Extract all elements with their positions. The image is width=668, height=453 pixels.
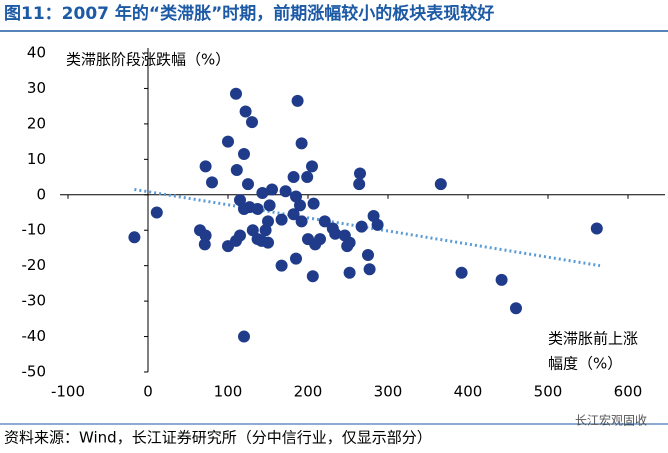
point xyxy=(295,215,308,228)
point xyxy=(318,215,331,228)
point xyxy=(363,263,376,276)
point xyxy=(329,227,342,240)
y-tick-label: -10 xyxy=(22,221,47,239)
point xyxy=(275,213,288,226)
point xyxy=(341,240,354,253)
point xyxy=(362,249,374,262)
y-tick-label: 10 xyxy=(27,150,46,168)
point xyxy=(434,178,447,191)
point xyxy=(238,330,250,343)
y-tick-label: -40 xyxy=(22,327,47,345)
point xyxy=(128,231,141,244)
point xyxy=(242,178,254,191)
point xyxy=(263,199,276,212)
point xyxy=(230,87,242,100)
point xyxy=(455,266,468,279)
point xyxy=(279,185,292,198)
point xyxy=(238,202,250,215)
x-tick-label: 100 xyxy=(214,383,243,401)
point xyxy=(275,259,288,272)
point xyxy=(307,197,320,210)
x-tick-label: 500 xyxy=(534,383,563,401)
point xyxy=(314,233,326,246)
point xyxy=(246,224,259,237)
y-tick-label: 40 xyxy=(27,44,46,62)
y-tick-label: 20 xyxy=(27,114,46,132)
point xyxy=(199,160,212,173)
point xyxy=(590,222,603,235)
x-tick-label: 600 xyxy=(614,383,643,401)
source-note: 资料来源：Wind，长江证券研究所（分中信行业，仅显示部分） xyxy=(4,429,432,447)
point xyxy=(234,229,246,242)
point xyxy=(251,202,264,215)
point xyxy=(355,220,368,233)
point xyxy=(198,238,211,251)
point xyxy=(290,252,302,265)
point xyxy=(239,105,252,118)
y-tick-label: -50 xyxy=(22,363,47,381)
point xyxy=(295,137,308,150)
x-tick-label: 400 xyxy=(454,383,483,401)
point xyxy=(306,160,318,173)
x-tick-label: 300 xyxy=(374,383,403,401)
watermark: 长江宏观固收 xyxy=(575,413,647,428)
y-tick-label: 30 xyxy=(27,79,46,97)
x-tick-label: 0 xyxy=(143,383,153,401)
chart-title: 图11：2007 年的“类滞胀”时期，前期涨幅较小的板块表现较好 xyxy=(4,3,494,24)
point xyxy=(222,135,234,148)
point xyxy=(287,171,300,184)
x-tick-label: 200 xyxy=(294,383,323,401)
point xyxy=(199,229,212,242)
point xyxy=(353,178,366,191)
point xyxy=(230,163,243,176)
y-tick-label: -30 xyxy=(22,292,47,310)
point xyxy=(294,199,306,212)
point xyxy=(306,270,319,283)
point xyxy=(266,183,278,196)
point xyxy=(510,302,522,315)
point xyxy=(150,206,163,219)
y-tick-label: 0 xyxy=(36,185,46,203)
point xyxy=(371,218,384,231)
point xyxy=(343,266,356,279)
point xyxy=(291,94,304,107)
point xyxy=(301,171,314,184)
x-axis-label: 幅度（%） xyxy=(548,355,622,373)
point xyxy=(206,176,218,189)
point xyxy=(287,208,300,221)
point xyxy=(495,273,508,286)
x-axis-label: 类滞胀前上涨 xyxy=(548,330,638,348)
y-tick-label: -20 xyxy=(22,256,47,274)
point xyxy=(256,187,269,200)
point xyxy=(238,148,250,161)
point xyxy=(262,236,274,249)
point xyxy=(354,167,366,180)
x-tick-label: -100 xyxy=(51,383,85,401)
point xyxy=(246,116,258,129)
point xyxy=(259,224,272,237)
